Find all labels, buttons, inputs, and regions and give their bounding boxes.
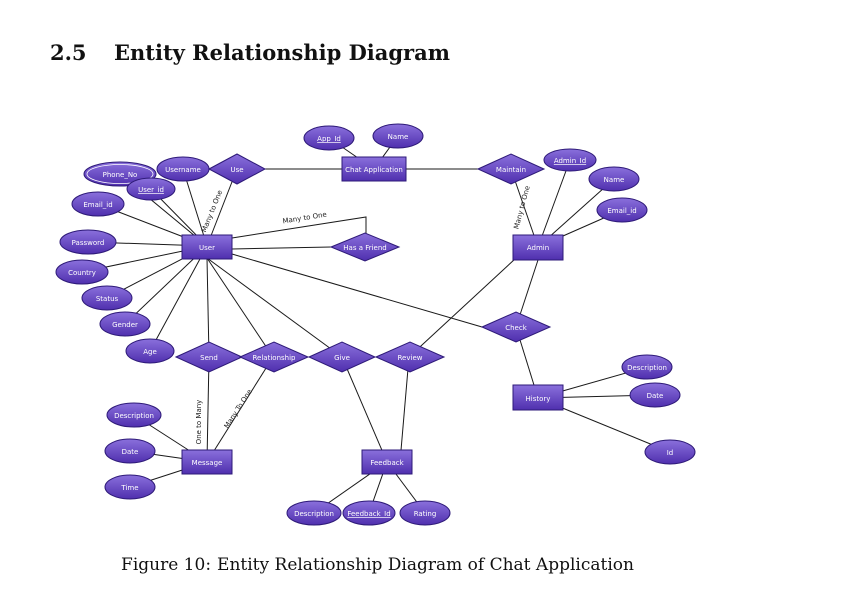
attribute-feedback-id-label: Feedback_Id xyxy=(347,510,390,518)
attribute-history-date-label: Date xyxy=(647,392,664,400)
cardinality-user-friend: Many to One xyxy=(282,211,327,226)
attribute-phone-no-label: Phone_No xyxy=(103,171,138,179)
attribute-username: Username xyxy=(156,156,210,182)
entity-user-label: User xyxy=(199,244,215,252)
attribute-app-id: App_Id xyxy=(303,125,355,151)
attribute-history-id: Id xyxy=(644,439,696,465)
attribute-chat-name-label: Name xyxy=(388,133,409,141)
attribute-history-description: Description xyxy=(621,354,673,380)
relationship-check-label: Check xyxy=(505,324,527,332)
relationship-has-friend-label: Has a Friend xyxy=(343,244,386,252)
relationship-maintain-label: Maintain xyxy=(496,166,526,174)
attribute-history-date: Date xyxy=(629,382,681,408)
relationship-diamonds: Use Maintain Has a Friend Check Send Rel… xyxy=(174,153,552,373)
attribute-age-label: Age xyxy=(143,348,157,356)
attribute-gender: Gender xyxy=(99,311,151,337)
attribute-admin-name-label: Name xyxy=(604,176,625,184)
attribute-gender-label: Gender xyxy=(112,321,138,329)
attribute-feedback-rating: Rating xyxy=(399,500,451,526)
attribute-password: Password xyxy=(59,229,117,255)
entity-chat-application-label: Chat Application xyxy=(345,166,403,174)
attribute-user-id: User_id xyxy=(126,177,176,201)
attribute-status: Status xyxy=(81,285,133,311)
cardinality-relationship-message: Many To One xyxy=(223,388,254,430)
relationship-send-label: Send xyxy=(200,354,218,362)
attribute-admin-id-label: Admin_Id xyxy=(554,157,586,165)
relationship-review: Review xyxy=(374,341,446,373)
cardinality-admin-maintain: Many to One xyxy=(512,185,531,230)
section-heading: 2.5 Entity Relationship Diagram xyxy=(50,40,450,65)
attribute-feedback-description: Description xyxy=(286,500,342,526)
attribute-age: Age xyxy=(125,338,175,364)
attribute-status-label: Status xyxy=(96,295,119,303)
attribute-email-id-label: Email_id xyxy=(83,201,112,209)
attribute-admin-name: Name xyxy=(588,166,640,192)
figure-caption-prefix: Figure 10: xyxy=(121,555,212,575)
relationship-use-label: Use xyxy=(230,166,243,174)
relationship-send: Send xyxy=(174,341,244,373)
attribute-history-id-label: Id xyxy=(667,449,674,457)
entity-message-label: Message xyxy=(192,459,223,467)
relationship-give-label: Give xyxy=(334,354,350,362)
attribute-user-id-label: User_id xyxy=(138,186,164,194)
entity-chat-application: Chat Application xyxy=(341,156,407,182)
attribute-history-description-label: Description xyxy=(627,364,667,372)
relationship-use: Use xyxy=(207,153,267,185)
entity-history: History xyxy=(512,384,564,411)
entity-history-label: History xyxy=(526,395,551,403)
attribute-app-id-label: App_Id xyxy=(317,135,341,143)
section-number: 2.5 xyxy=(50,40,87,65)
attribute-email-id: Email_id xyxy=(71,191,125,217)
section-title: Entity Relationship Diagram xyxy=(114,40,450,65)
attribute-country-label: Country xyxy=(68,269,96,277)
entity-feedback-label: Feedback xyxy=(370,459,404,467)
figure-caption: Figure 10: Entity Relationship Diagram of… xyxy=(0,555,755,575)
relationship-relationship: Relationship xyxy=(238,341,310,373)
cardinality-send-message: One to Many xyxy=(195,400,203,445)
attribute-feedback-id: Feedback_Id xyxy=(342,500,396,526)
attribute-message-description-label: Description xyxy=(114,412,154,420)
relationship-give: Give xyxy=(307,341,377,373)
relationship-has-friend: Has a Friend xyxy=(329,232,401,262)
attribute-feedback-description-label: Description xyxy=(294,510,334,518)
attribute-chat-name: Name xyxy=(372,123,424,149)
attribute-admin-email-label: Email_id xyxy=(607,207,636,215)
attribute-message-time-label: Time xyxy=(120,484,138,492)
attribute-message-time: Time xyxy=(104,474,156,500)
entity-message: Message xyxy=(181,449,233,475)
relationship-relationship-label: Relationship xyxy=(253,354,297,362)
relationship-check: Check xyxy=(480,311,552,343)
entity-feedback: Feedback xyxy=(361,449,413,475)
attribute-message-date: Date xyxy=(104,438,156,464)
attribute-ellipses: App_Id Name Phone_No User_id Username Em… xyxy=(55,123,696,526)
attribute-country: Country xyxy=(55,259,109,285)
figure-caption-text: Entity Relationship Diagram of Chat Appl… xyxy=(217,555,634,575)
attribute-admin-email: Email_id xyxy=(596,197,648,223)
attribute-admin-id: Admin_Id xyxy=(543,148,597,172)
relationship-review-label: Review xyxy=(398,354,423,362)
cardinality-labels: Many to One Many to One Many to One One … xyxy=(195,185,532,444)
attribute-feedback-rating-label: Rating xyxy=(414,510,437,518)
attribute-username-label: Username xyxy=(165,166,201,174)
attribute-message-date-label: Date xyxy=(122,448,139,456)
attribute-password-label: Password xyxy=(72,239,105,247)
entity-rectangles: User Chat Application Admin History Mess… xyxy=(181,156,564,475)
attribute-message-description: Description xyxy=(106,402,162,428)
entity-admin-label: Admin xyxy=(527,244,549,252)
entity-user: User xyxy=(181,234,233,260)
entity-admin: Admin xyxy=(512,234,564,261)
relationship-maintain: Maintain xyxy=(476,153,546,185)
